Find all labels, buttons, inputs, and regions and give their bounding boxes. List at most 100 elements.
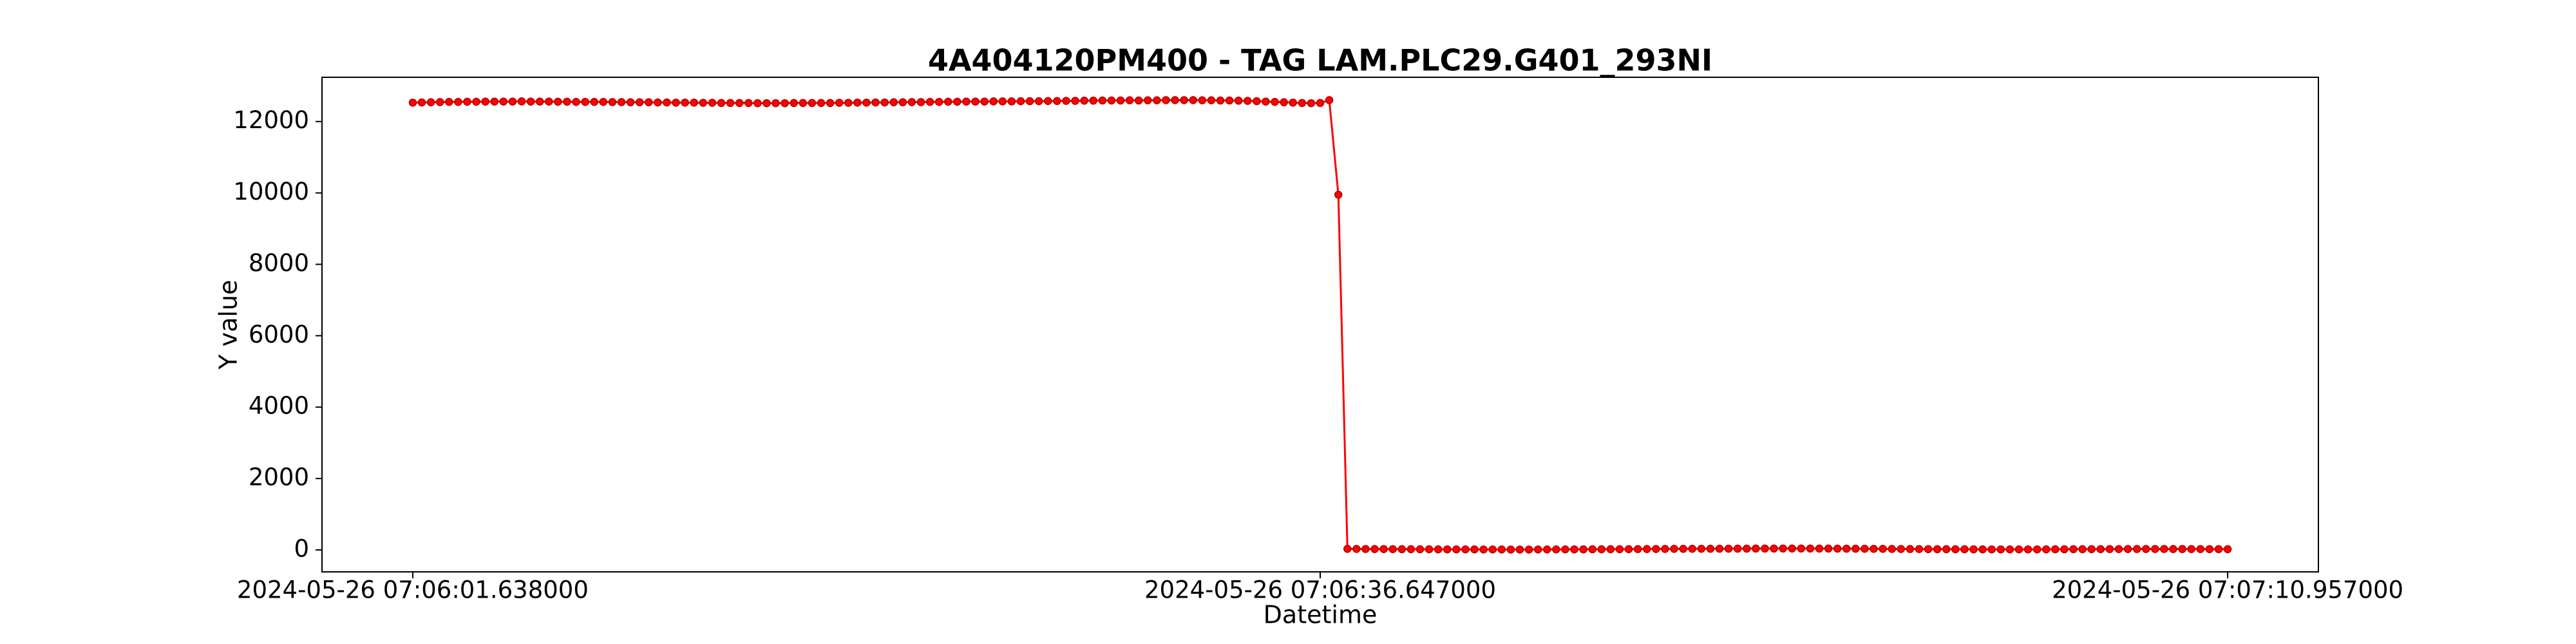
data-point (898, 98, 907, 107)
y-tick-label: 8000 (249, 249, 309, 277)
data-point (1806, 544, 1815, 553)
data-point (663, 98, 671, 107)
data-point (1280, 98, 1288, 107)
data-point (2196, 545, 2205, 553)
data-point (925, 97, 934, 106)
data-point (1343, 544, 1352, 553)
y-tick-label: 2000 (249, 464, 309, 491)
data-point (1443, 545, 1452, 554)
data-point (1025, 97, 1034, 106)
data-point (1570, 545, 1578, 554)
data-point (2142, 545, 2150, 553)
data-point (690, 99, 698, 107)
data-point (844, 99, 853, 107)
data-point (635, 98, 644, 107)
data-point (998, 97, 1007, 106)
data-point (2178, 545, 2186, 553)
data-point (1234, 97, 1243, 105)
data-point (717, 99, 726, 108)
data-point (1724, 544, 1733, 553)
data-point (2114, 545, 2123, 553)
data-point (472, 97, 480, 106)
data-point (1334, 191, 1343, 199)
data-point (426, 98, 435, 107)
data-point (2078, 545, 2087, 554)
data-point (1207, 96, 1216, 105)
data-point (2169, 545, 2177, 553)
data-point (1406, 545, 1416, 554)
data-point (617, 98, 626, 106)
data-point (1915, 545, 1924, 553)
data-point (435, 98, 444, 106)
data-point (1761, 544, 1769, 553)
data-point (799, 99, 808, 108)
axes-frame (321, 77, 2319, 573)
data-point (2087, 545, 2096, 553)
data-point (1071, 97, 1079, 105)
data-point (463, 97, 471, 106)
data-point (1506, 545, 1515, 554)
data-point (1253, 97, 1261, 106)
x-tick-label: 2024-05-26 07:06:36.647000 (1144, 576, 1496, 604)
data-point (989, 97, 998, 106)
data-point (1861, 544, 1869, 553)
data-point (1316, 99, 1325, 108)
data-point (1262, 97, 1270, 106)
data-point (1833, 544, 1842, 553)
data-point (1325, 96, 1334, 104)
data-point (1661, 545, 1669, 553)
data-point (626, 98, 635, 107)
data-point (1416, 545, 1425, 554)
data-point (1533, 545, 1542, 554)
data-point (445, 97, 453, 106)
data-point (1298, 99, 1307, 108)
data-point (1933, 545, 1942, 554)
data-point (454, 97, 462, 106)
y-tick-label: 12000 (233, 106, 309, 134)
data-point (1044, 97, 1052, 106)
data-point (1125, 96, 1134, 105)
data-point (1643, 545, 1651, 553)
data-point (1670, 544, 1678, 553)
data-point (708, 99, 717, 107)
data-point (781, 99, 789, 108)
data-point (1987, 545, 1996, 554)
data-point (2105, 545, 2114, 553)
data-point (1824, 544, 1833, 553)
data-point (2060, 545, 2069, 554)
data-point (1942, 545, 1951, 554)
data-point (1879, 544, 1887, 553)
data-point (753, 99, 762, 108)
data-point (2205, 545, 2214, 553)
data-point (1271, 97, 1279, 106)
data-point (1679, 544, 1687, 553)
data-point (934, 97, 943, 106)
y-tick-label: 0 (294, 535, 309, 562)
data-point (526, 97, 535, 106)
data-point (1488, 545, 1497, 554)
data-point (826, 99, 835, 108)
data-point (1452, 545, 1461, 554)
data-point (1978, 545, 1987, 554)
x-axis-label: Datetime (1264, 601, 1378, 629)
data-point (1743, 544, 1751, 553)
data-point (1244, 97, 1252, 105)
data-point (1053, 97, 1061, 106)
data-point (1842, 544, 1851, 553)
data-point (1144, 96, 1152, 105)
data-point (1779, 544, 1787, 553)
data-point (2223, 545, 2232, 554)
data-point (2051, 545, 2060, 554)
data-point (1162, 96, 1170, 104)
data-point (1706, 544, 1715, 553)
data-point (1361, 545, 1370, 553)
data-point (1116, 96, 1125, 105)
data-point (971, 97, 980, 106)
data-point (726, 99, 735, 108)
data-point (417, 98, 426, 107)
data-point (681, 99, 689, 107)
y-tick-label: 6000 (249, 321, 309, 348)
data-point (907, 98, 916, 106)
data-point (1289, 99, 1297, 107)
